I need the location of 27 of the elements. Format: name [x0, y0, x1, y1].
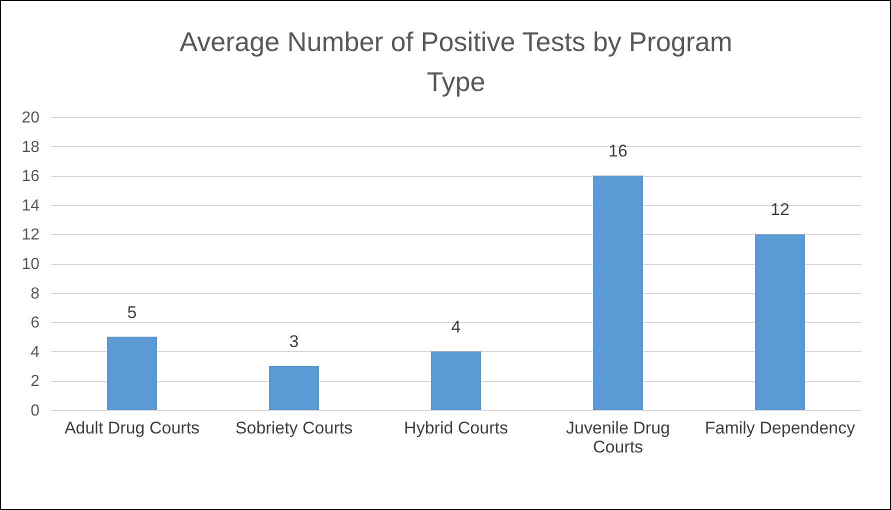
bar	[107, 336, 157, 410]
data-label: 16	[608, 142, 628, 161]
bar	[755, 234, 805, 410]
data-label: 5	[127, 302, 137, 322]
y-tick-label: 6	[30, 314, 40, 332]
chart-title: Average Number of Positive Tests by Program Type	[180, 27, 732, 97]
bar	[431, 351, 481, 410]
x-tick-label: Hybrid Courts	[404, 418, 508, 438]
y-tick-label: 10	[22, 256, 40, 273]
y-tick-label: 18	[22, 138, 40, 156]
data-label: 3	[289, 332, 299, 352]
y-tick-label: 12	[22, 226, 40, 244]
bar	[269, 366, 319, 410]
data-label: 12	[770, 200, 790, 220]
bar	[593, 176, 643, 410]
y-tick-label: 0	[30, 402, 40, 420]
y-tick-label: 14	[22, 197, 40, 214]
y-tick-label: 20	[22, 110, 40, 126]
x-tick-label: Family Dependency	[704, 418, 856, 438]
y-tick-label: 8	[30, 285, 40, 302]
y-tick-label: 2	[30, 373, 40, 390]
y-tick-label: 16	[22, 168, 40, 186]
y-tick-label: 4	[30, 344, 40, 361]
x-tick-label: Juvenile Drug Courts	[566, 418, 670, 456]
x-tick-label: Sobriety Courts	[235, 418, 353, 438]
data-label: 4	[451, 317, 461, 336]
x-tick-label: Adult Drug Courts	[64, 418, 200, 438]
